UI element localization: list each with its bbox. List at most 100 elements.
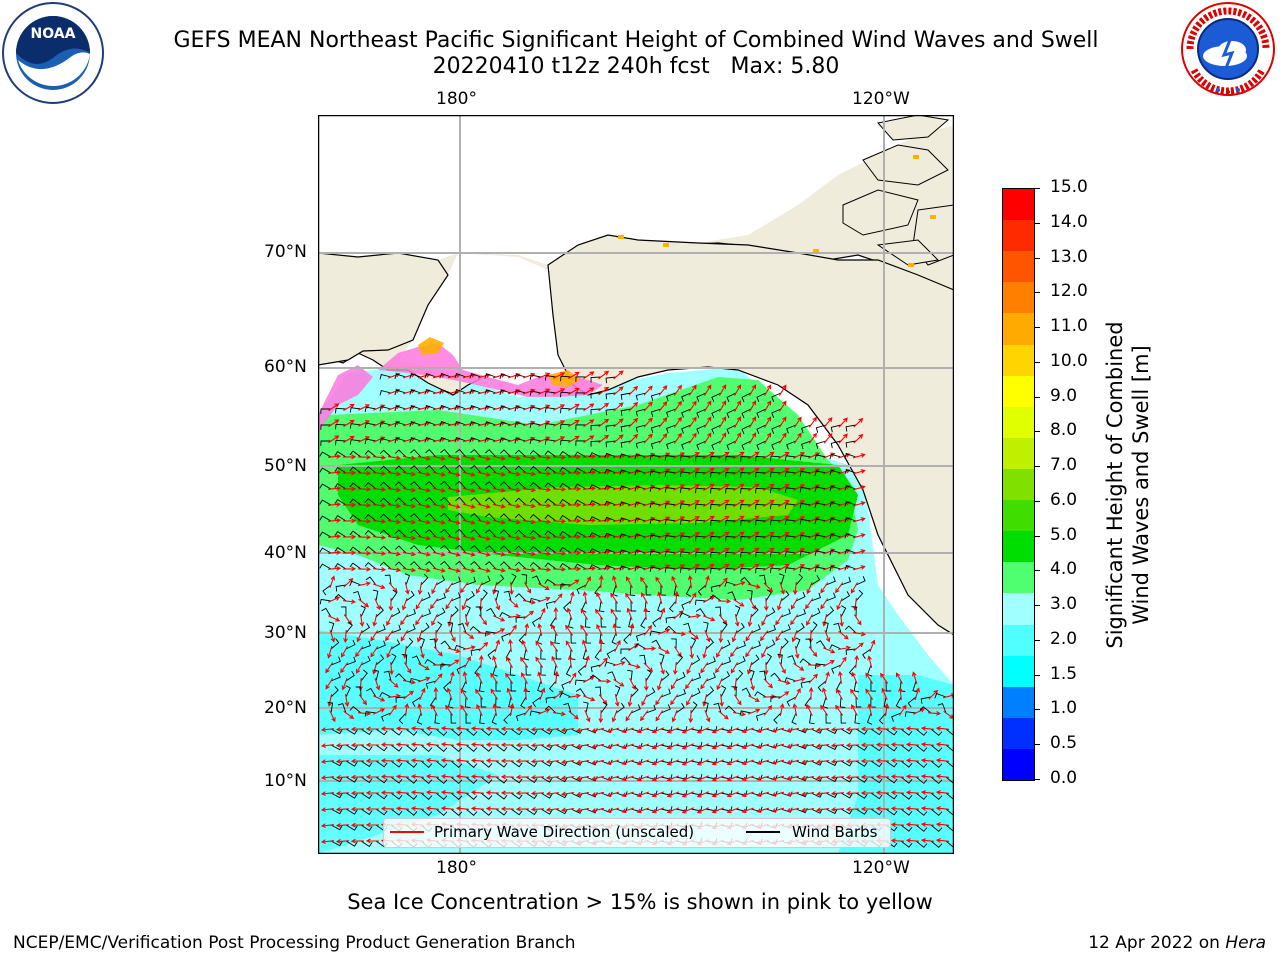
wind-barb xyxy=(495,728,508,736)
wave-direction-arrow xyxy=(522,567,537,573)
wave-direction-arrow xyxy=(455,726,470,731)
colorbar-tick-mark xyxy=(1034,500,1040,502)
wind-barb xyxy=(666,392,677,402)
wave-direction-arrow xyxy=(462,455,476,461)
wind-barb xyxy=(590,392,602,399)
wave-direction-arrow xyxy=(666,743,680,750)
wave-direction-arrow xyxy=(402,503,417,509)
wind-barb xyxy=(814,663,827,669)
wave-direction-arrow xyxy=(778,532,790,539)
wave-direction-arrow xyxy=(335,774,350,780)
wave-direction-arrow xyxy=(553,606,559,621)
wind-barb xyxy=(420,808,433,817)
wave-direction-arrow xyxy=(357,711,372,716)
wave-direction-arrow xyxy=(830,759,845,764)
wind-barb xyxy=(574,679,587,686)
wind-barb xyxy=(394,449,407,458)
colorbar-tick-label: 5.0 xyxy=(1050,524,1078,545)
wind-barb xyxy=(725,536,737,542)
wave-direction-arrow xyxy=(320,775,335,781)
wave-direction-arrow xyxy=(688,432,697,444)
wave-direction-arrow xyxy=(388,704,397,716)
wave-direction-arrow xyxy=(485,726,500,732)
wind-barb xyxy=(649,534,662,540)
wind-barb xyxy=(510,573,517,586)
wave-direction-arrow xyxy=(800,807,815,813)
wave-direction-arrow xyxy=(747,613,753,628)
wind-barb xyxy=(394,497,407,506)
wave-direction-arrow xyxy=(748,451,760,460)
wind-barb xyxy=(710,455,722,462)
wave-direction-arrow xyxy=(343,435,355,443)
wave-direction-arrow xyxy=(329,630,336,643)
wave-direction-arrow xyxy=(432,551,446,557)
wave-direction-arrow xyxy=(380,774,395,780)
wind-barb xyxy=(770,487,782,494)
wind-barb xyxy=(817,680,827,692)
wind-barb xyxy=(499,481,512,490)
wave-direction-arrow xyxy=(612,623,618,637)
wind-barb xyxy=(666,408,677,418)
wave-direction-arrow xyxy=(530,742,545,748)
wind-barb xyxy=(345,685,351,698)
wind-barb xyxy=(379,691,392,698)
wave-direction-arrow xyxy=(537,519,552,524)
wave-direction-arrow xyxy=(733,483,745,492)
wave-direction-arrow xyxy=(597,453,612,459)
wind-barb xyxy=(652,616,662,628)
wave-direction-arrow xyxy=(851,671,858,684)
wave-direction-arrow xyxy=(830,743,845,748)
wave-direction-arrow xyxy=(327,693,333,707)
wave-direction-arrow xyxy=(560,743,575,749)
wind-barb xyxy=(639,654,647,666)
wave-direction-arrow xyxy=(771,807,785,813)
wind-barb xyxy=(795,608,806,618)
wave-direction-arrow xyxy=(515,806,530,812)
map-subtitle: 20220410 t12z 240h fcst Max: 5.80 xyxy=(432,54,840,79)
wave-direction-arrow xyxy=(786,727,800,733)
wave-direction-arrow xyxy=(374,678,381,691)
wind-barb xyxy=(784,487,797,493)
wind-barb xyxy=(364,465,377,474)
wind-barb xyxy=(885,808,898,816)
wind-barb xyxy=(619,501,632,507)
wind-barb xyxy=(623,632,632,645)
wave-direction-arrow xyxy=(576,775,590,781)
wave-direction-arrow xyxy=(462,551,476,557)
wind-barb xyxy=(559,466,572,474)
colorbar-ticks: 15.0 14.0 13.0 12.0 11.0 10.0 9.0 8.0 7.0 6.0 5.0 4… xyxy=(1034,177,1094,788)
wave-direction-arrow xyxy=(778,432,787,444)
wave-direction-arrow xyxy=(385,630,394,642)
wave-direction-arrow xyxy=(440,805,455,811)
wave-direction-arrow xyxy=(365,790,380,796)
wave-direction-arrow xyxy=(584,655,590,669)
wind-barb xyxy=(360,605,366,618)
wind-barb xyxy=(930,808,943,817)
wave-direction-arrow xyxy=(688,468,701,475)
wave-direction-arrow xyxy=(643,677,649,692)
wind-barb xyxy=(814,534,827,540)
wave-direction-arrow xyxy=(580,608,589,620)
wave-direction-arrow xyxy=(674,590,680,605)
wind-barb xyxy=(634,469,647,476)
wave-direction-arrow xyxy=(641,592,648,604)
wind-barb xyxy=(765,653,773,666)
wind-barb xyxy=(544,375,557,381)
wave-direction-arrow xyxy=(515,790,530,796)
wave-direction-arrow xyxy=(756,775,770,782)
wind-barb xyxy=(690,672,701,682)
wave-direction-arrow xyxy=(927,711,942,716)
wave-direction-arrow xyxy=(395,790,410,795)
wave-direction-arrow xyxy=(507,471,521,477)
wave-direction-arrow xyxy=(749,400,757,412)
wind-barb xyxy=(435,575,446,586)
wave-direction-arrow xyxy=(763,563,775,571)
wave-direction-arrow xyxy=(793,500,806,507)
wind-barb xyxy=(469,389,482,395)
wind-barb xyxy=(786,424,797,434)
wave-direction-arrow xyxy=(400,630,409,642)
wave-direction-arrow xyxy=(853,614,862,626)
wave-direction-arrow xyxy=(606,791,620,797)
wind-barb xyxy=(420,792,433,801)
colorbar-tick-mark xyxy=(1034,605,1040,607)
